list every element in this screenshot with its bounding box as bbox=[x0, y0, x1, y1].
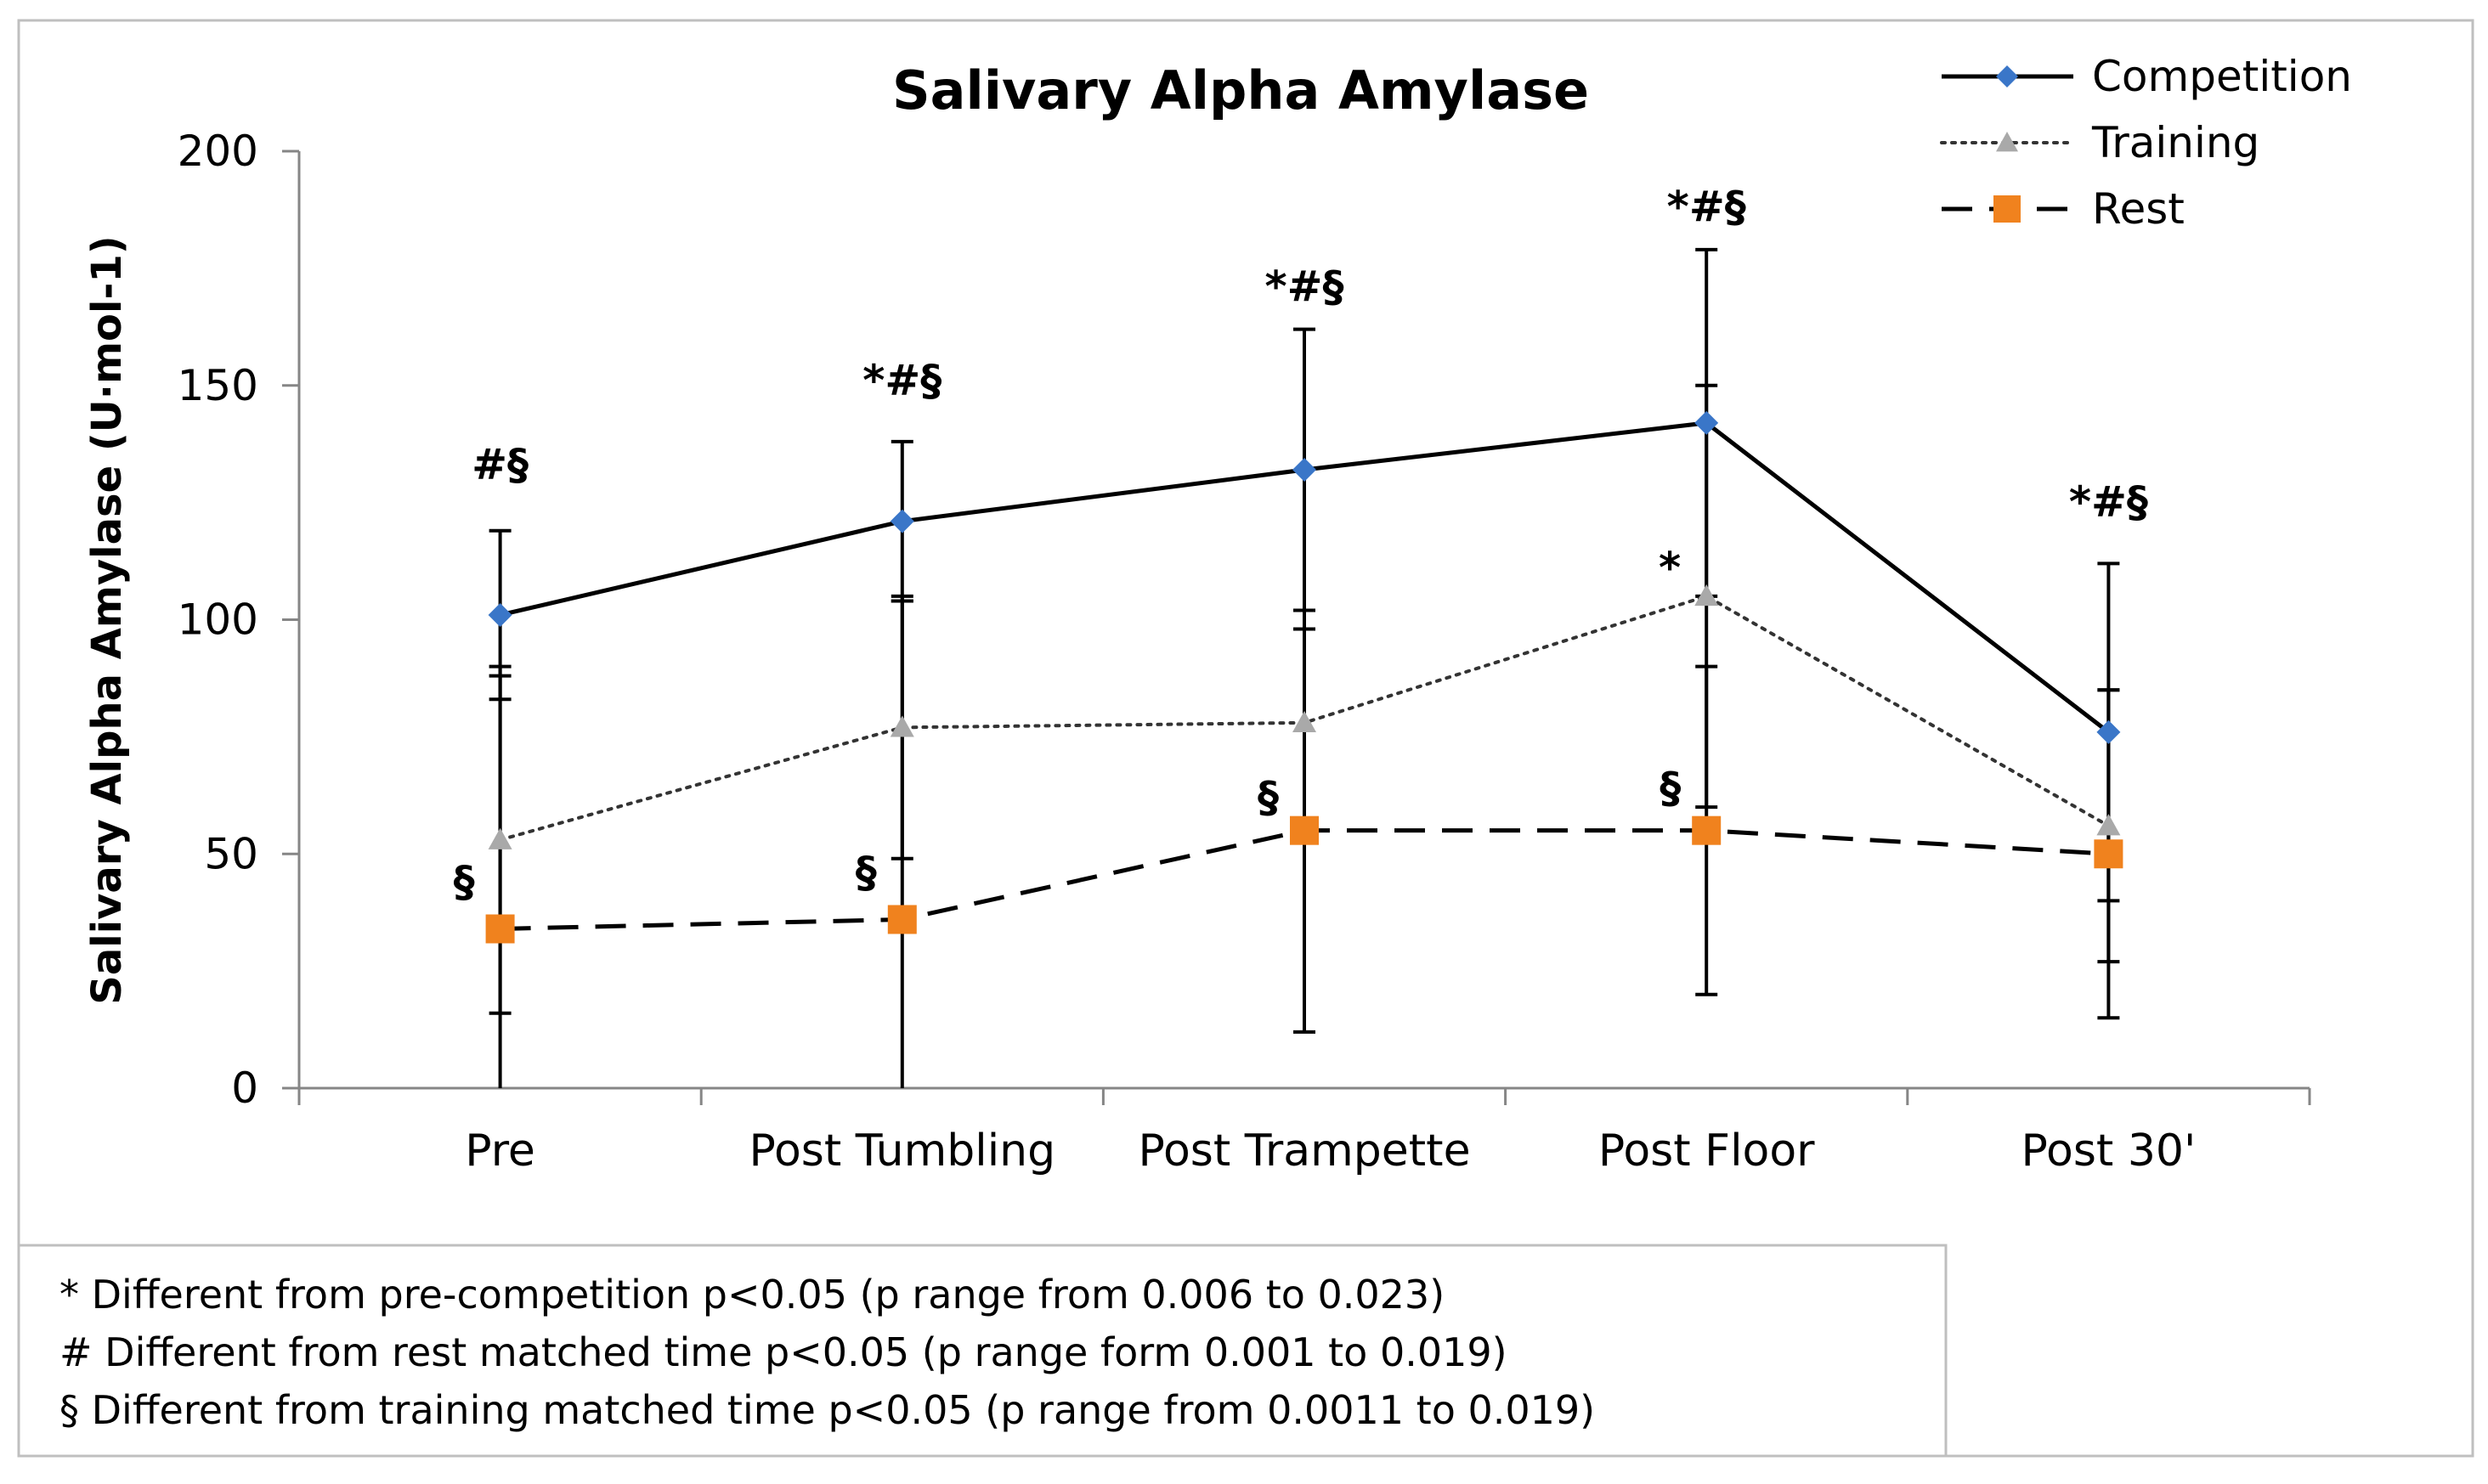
significance-annotations: #§ *#§ *#§ *#§ *#§ * § § § § bbox=[454, 183, 2148, 906]
annotation-label: § bbox=[856, 848, 877, 897]
marker-training bbox=[1292, 710, 1316, 733]
legend-marker-competition bbox=[1996, 65, 2018, 87]
chart-title: Salivary Alpha Amylase bbox=[892, 59, 1589, 121]
axes: 0 50 100 150 200 Pre Post Tumbling Post Trampet… bbox=[178, 127, 2311, 1176]
legend-marker-training bbox=[1996, 132, 2018, 152]
legend-label: Training bbox=[2091, 118, 2259, 167]
marker-rest bbox=[2094, 839, 2123, 869]
x-tick-label: Post Trampette bbox=[1138, 1126, 1470, 1176]
annotation-label: #§ bbox=[472, 440, 529, 489]
series-markers bbox=[485, 410, 2123, 944]
marker-training bbox=[488, 827, 512, 849]
marker-competition bbox=[488, 602, 512, 627]
x-tick-label: Pre bbox=[465, 1126, 535, 1176]
marker-rest bbox=[1692, 815, 1722, 845]
marker-training bbox=[1694, 584, 1719, 607]
x-tick-label: Post Tumbling bbox=[749, 1126, 1055, 1176]
marker-competition bbox=[2096, 719, 2121, 744]
legend: Competition Training Rest bbox=[1940, 52, 2352, 234]
marker-training bbox=[890, 715, 914, 737]
legend-label: Rest bbox=[2092, 184, 2185, 234]
footnote: # Different from rest matched time p<0.0… bbox=[59, 1329, 1507, 1375]
y-axis-label: Salivary Alpha Amylase (U·mol-1) bbox=[83, 235, 131, 1004]
x-tick-label: Post 30' bbox=[2022, 1126, 2197, 1176]
marker-rest bbox=[485, 914, 515, 944]
annotation-label: *#§ bbox=[862, 356, 941, 405]
marker-rest bbox=[887, 905, 917, 934]
annotation-label: * bbox=[1659, 543, 1681, 592]
legend-label: Competition bbox=[2092, 52, 2352, 101]
annotation-label: *#§ bbox=[1264, 262, 1343, 311]
y-tick-label: 0 bbox=[231, 1064, 258, 1113]
annotation-label: § bbox=[1660, 764, 1681, 813]
y-tick-label: 150 bbox=[178, 361, 258, 410]
footnote: * Different from pre-competition p<0.05 … bbox=[59, 1272, 1445, 1318]
annotation-label: § bbox=[454, 857, 475, 906]
footnote-box bbox=[17, 1244, 1948, 1458]
annotation-label: § bbox=[1258, 773, 1279, 822]
y-tick-label: 50 bbox=[204, 829, 258, 878]
annotation-label: *#§ bbox=[1667, 183, 1746, 232]
footnotes: * Different from pre-competition p<0.05 … bbox=[59, 1272, 1595, 1433]
x-tick-label: Post Floor bbox=[1598, 1126, 1815, 1176]
legend-marker-rest bbox=[1993, 195, 2021, 223]
footnote: § Different from training matched time p… bbox=[59, 1387, 1595, 1433]
marker-competition bbox=[1292, 458, 1316, 482]
y-tick-label: 100 bbox=[178, 595, 258, 645]
chart-frame bbox=[17, 19, 2474, 1458]
annotation-label: *#§ bbox=[2069, 477, 2148, 527]
marker-training bbox=[2096, 814, 2121, 836]
marker-rest bbox=[1290, 815, 1319, 845]
y-tick-label: 200 bbox=[178, 127, 258, 176]
marker-competition bbox=[890, 509, 914, 533]
marker-competition bbox=[1694, 410, 1719, 435]
